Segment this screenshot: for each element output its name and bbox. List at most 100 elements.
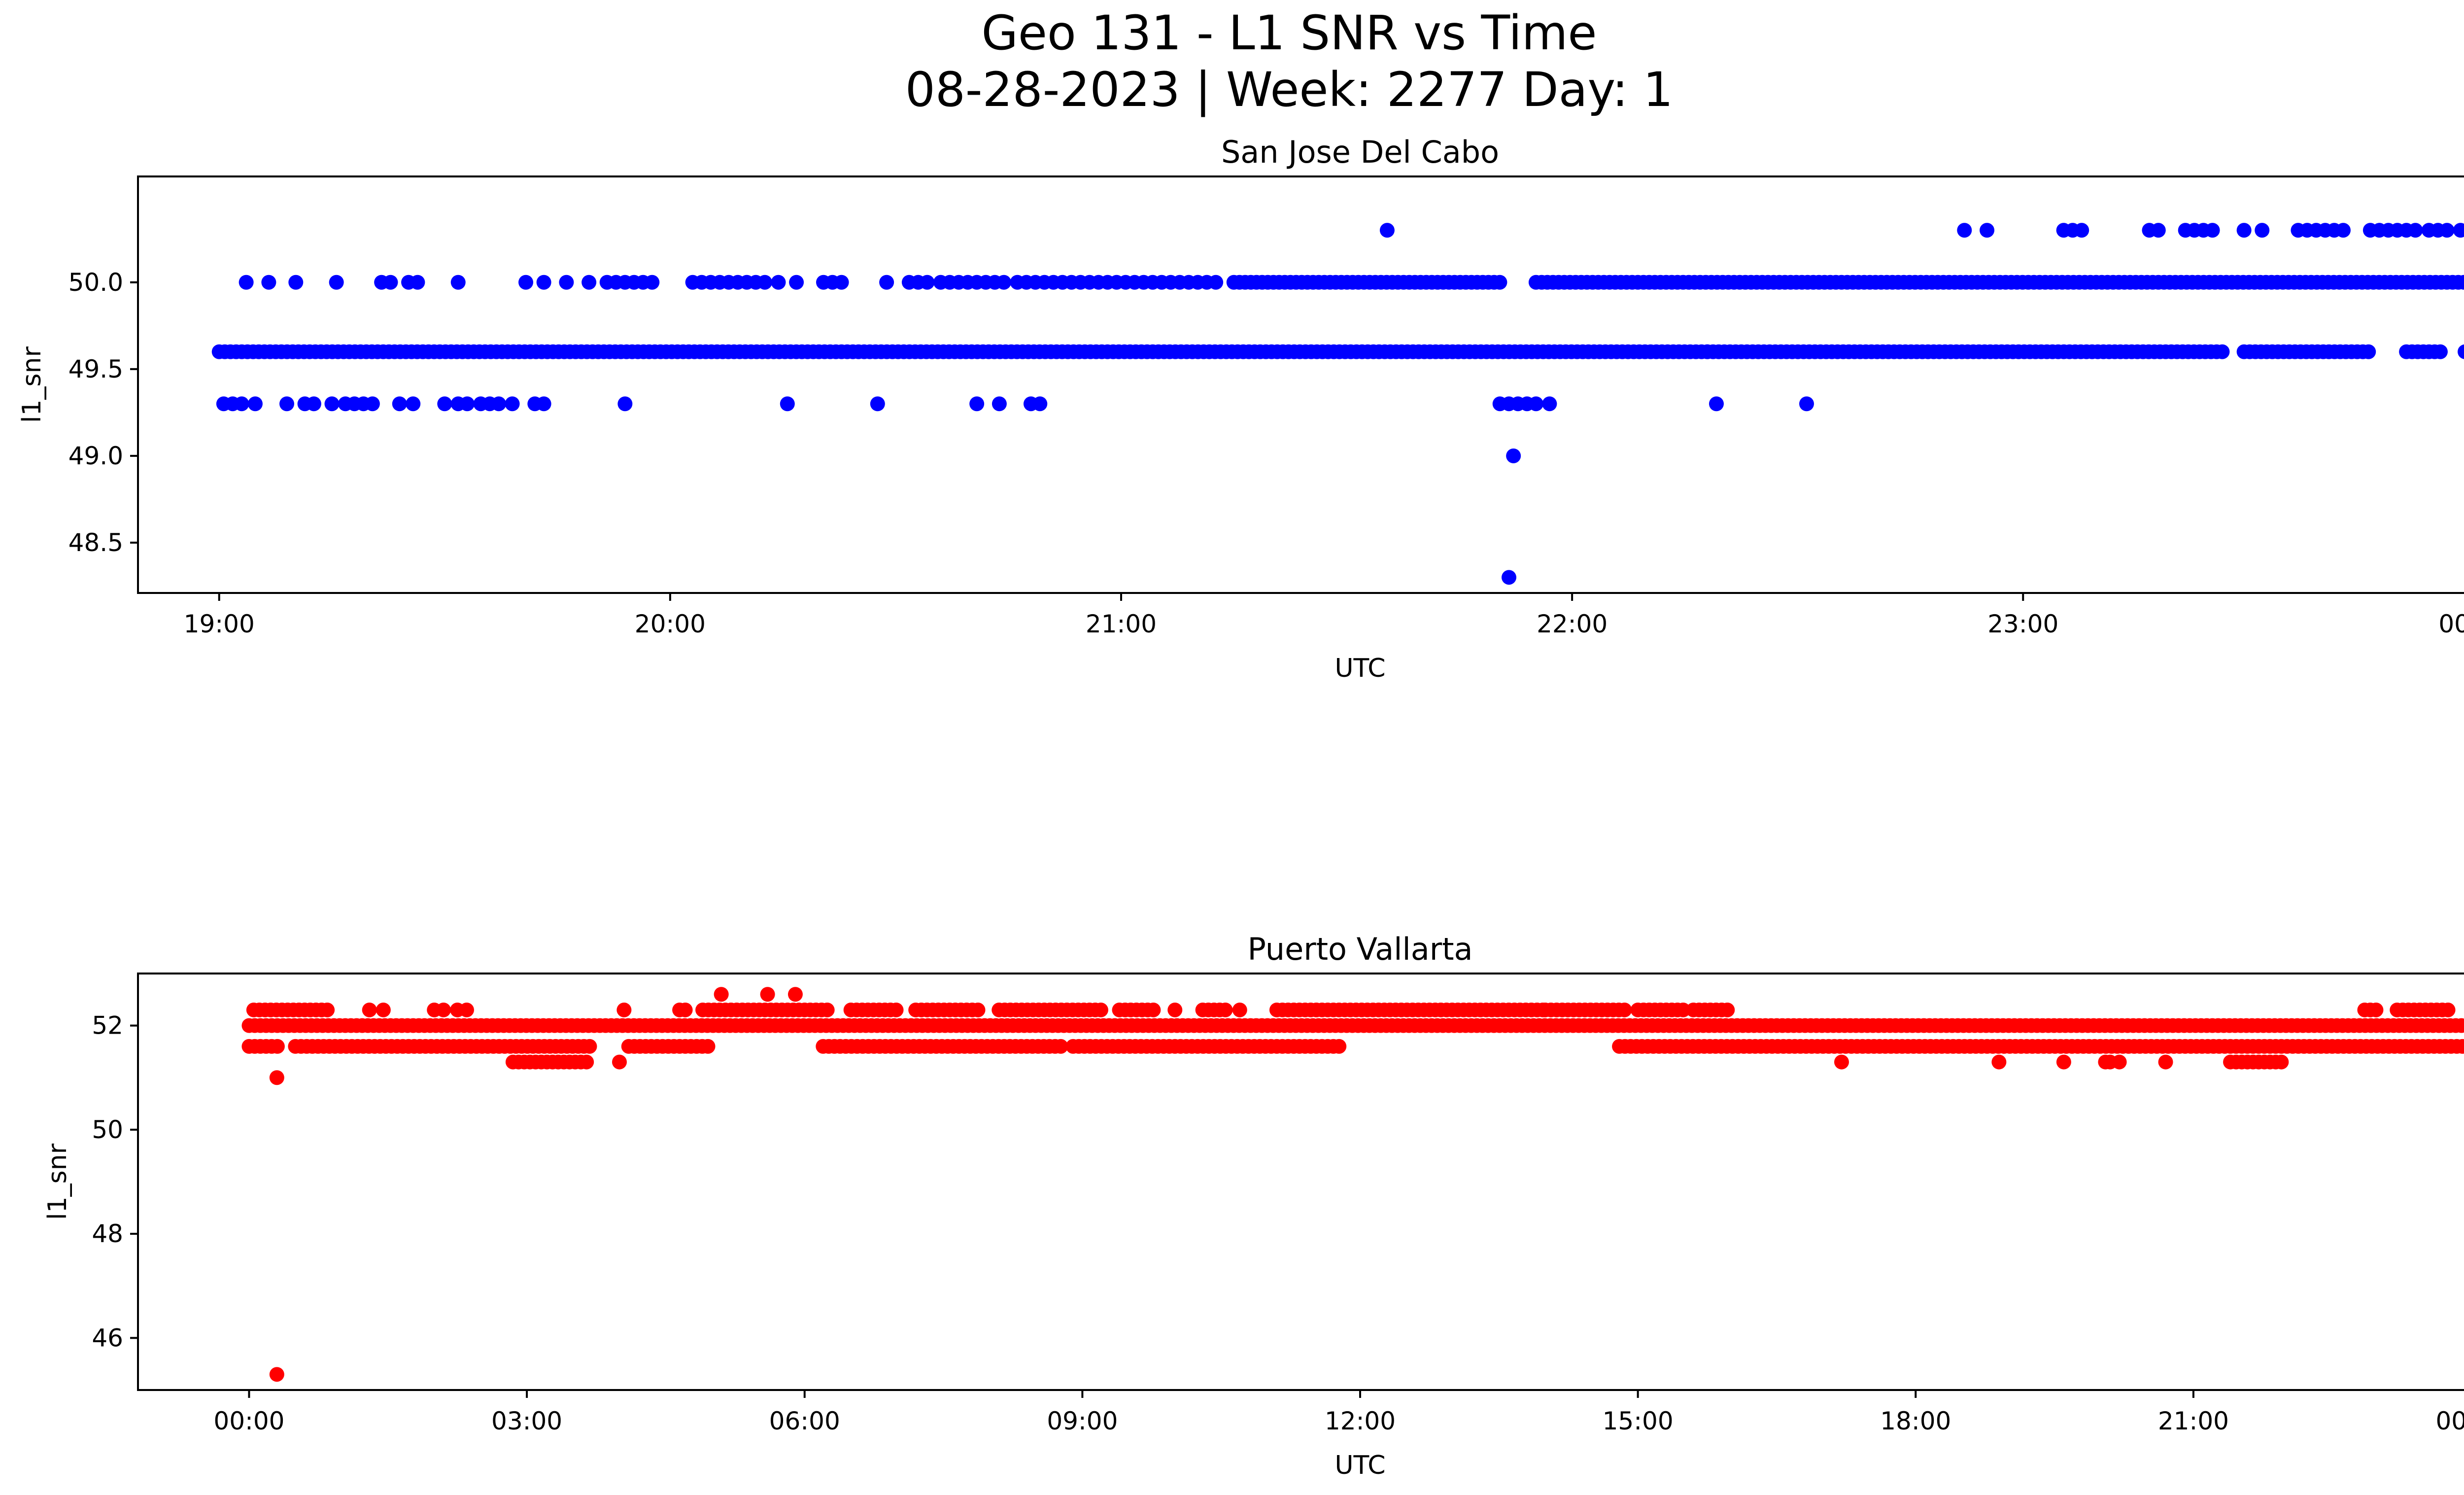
figure-title-line2: 08-28-2023 | Week: 2277 Day: 1 (905, 62, 1674, 118)
data-point (270, 1039, 285, 1054)
data-point (582, 1039, 597, 1054)
data-point (879, 275, 894, 290)
data-point (789, 275, 804, 290)
data-point (437, 396, 452, 412)
data-point (247, 396, 263, 412)
x-tick-label: 23:00 (1987, 610, 2058, 638)
data-point (306, 396, 321, 412)
x-tick-label: 20:00 (635, 610, 706, 638)
data-point (2056, 1054, 2071, 1070)
data-point (1146, 1002, 1161, 1017)
data-point (406, 396, 421, 412)
data-point (2074, 223, 2089, 238)
data-point (1332, 1039, 1347, 1054)
data-point (536, 396, 551, 412)
data-point (2408, 223, 2423, 238)
data-point (2236, 223, 2252, 238)
x-tick-label: 09:00 (1047, 1407, 1118, 1435)
data-point (559, 275, 574, 290)
data-point (2255, 223, 2270, 238)
y-tick-label: 48.5 (68, 528, 123, 557)
data-points (241, 987, 2464, 1382)
data-point (1617, 1002, 1632, 1017)
chart-panel-san-jose-del-cabo: San Jose Del Cabo 19:00 20:00 21:00 22:00 23:… (17, 134, 2464, 683)
data-point (1991, 1054, 2007, 1070)
data-point (288, 275, 304, 290)
data-point (2460, 1018, 2464, 1033)
data-point (383, 275, 398, 290)
y-axis-label: l1_snr (43, 1143, 72, 1220)
data-point (2368, 1002, 2384, 1017)
x-tick-label: 06:00 (769, 1407, 840, 1435)
data-point (2335, 223, 2351, 238)
data-point (2112, 1054, 2127, 1070)
data-point (2215, 344, 2230, 359)
data-point (2439, 223, 2455, 238)
data-point (2361, 344, 2376, 359)
chart-title: Puerto Vallarta (1247, 931, 1472, 967)
plot-area-frame (137, 973, 2464, 1391)
data-point (757, 275, 773, 290)
data-point (616, 1002, 632, 1017)
data-points (211, 223, 2464, 585)
data-point (617, 396, 633, 412)
data-point (1093, 1002, 1108, 1017)
data-point (2456, 275, 2464, 290)
data-point (1232, 1002, 1247, 1017)
data-point (1218, 1002, 1233, 1017)
chart-panel-puerto-vallarta: Puerto Vallarta 00:00 03:00 06:00 09:00 12:00… (43, 931, 2464, 1480)
data-point (2461, 1040, 2464, 1053)
data-point (491, 396, 507, 412)
x-tick-label: 12:00 (1325, 1407, 1396, 1435)
data-point (2462, 277, 2464, 287)
data-point (645, 275, 660, 290)
data-point (1208, 275, 1224, 290)
data-point (329, 275, 344, 290)
data-point (505, 396, 520, 412)
data-point (820, 1002, 835, 1017)
y-tick-label: 52 (92, 1011, 123, 1040)
data-point (787, 987, 803, 1002)
data-point (269, 1367, 284, 1382)
data-point (2432, 344, 2448, 359)
data-point (870, 396, 885, 412)
y-tick-label: 46 (92, 1323, 123, 1352)
data-point (579, 1054, 594, 1070)
data-point (324, 396, 340, 412)
data-point (410, 275, 425, 290)
data-point (920, 275, 935, 290)
data-point (450, 275, 466, 290)
x-tick-label: 00:00 (2438, 610, 2464, 638)
y-tick-label: 50.0 (68, 268, 123, 297)
data-point (714, 987, 729, 1002)
data-point (460, 396, 475, 412)
data-point (970, 1002, 986, 1017)
data-point (279, 396, 294, 412)
data-point (1528, 396, 1543, 412)
x-tick-label: 00:00 (2435, 1407, 2464, 1435)
data-point (780, 396, 795, 412)
data-point (376, 1002, 391, 1017)
data-point (1501, 570, 1516, 585)
chart-title: San Jose Del Cabo (1221, 134, 1499, 170)
data-point (2440, 1002, 2456, 1017)
data-point (612, 1054, 627, 1070)
data-point (392, 396, 407, 412)
x-axis-label: UTC (1335, 1451, 1385, 1480)
figure-title-line1: Geo 131 - L1 SNR vs Time (982, 5, 1597, 61)
x-tick-label: 00:00 (213, 1407, 284, 1435)
data-point (536, 275, 551, 290)
data-point (1957, 223, 1972, 238)
y-tick-label: 49.0 (68, 442, 123, 470)
data-point (1542, 396, 1557, 412)
data-point (1720, 1002, 1735, 1017)
data-point (2458, 344, 2464, 359)
x-tick-label: 21:00 (1086, 610, 1157, 638)
data-point (2205, 223, 2220, 238)
data-point (436, 1002, 451, 1017)
data-point (1167, 1002, 1183, 1017)
data-point (2453, 223, 2464, 238)
data-point (518, 275, 534, 290)
data-point (1492, 275, 1507, 290)
data-point (1980, 223, 1995, 238)
